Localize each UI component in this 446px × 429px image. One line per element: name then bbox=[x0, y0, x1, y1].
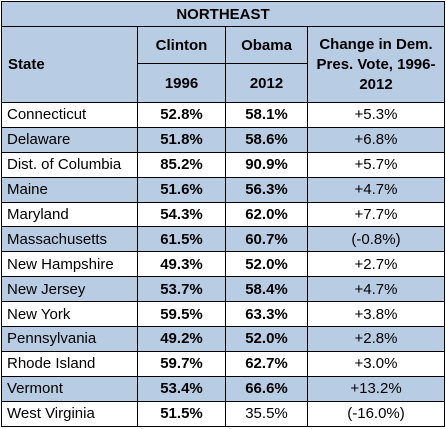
table-row: Pennsylvania 49.2% 52.0% +2.8% bbox=[1, 326, 446, 352]
state-cell: Maryland bbox=[1, 201, 138, 228]
table-row: New Hampshire 49.3% 52.0% +2.7% bbox=[1, 251, 446, 278]
table-row: Maryland 54.3% 62.0% +7.7% bbox=[1, 201, 446, 228]
state-cell: New Hampshire bbox=[1, 251, 138, 278]
clinton-1996-cell: 51.8% bbox=[137, 126, 226, 153]
table-row: New York 59.5% 63.3% +3.8% bbox=[1, 301, 446, 328]
table-row: Vermont 53.4% 66.6% +13.2% bbox=[1, 375, 446, 402]
obama-2012-cell: 58.1% bbox=[225, 102, 308, 128]
clinton-1996-cell: 54.3% bbox=[137, 201, 226, 228]
change-cell: +3.8% bbox=[306, 301, 446, 328]
change-cell: +2.7% bbox=[306, 251, 446, 278]
change-cell: +4.7% bbox=[306, 276, 446, 303]
obama-2012-cell: 58.4% bbox=[225, 276, 308, 303]
change-cell: +5.3% bbox=[306, 102, 446, 128]
obama-2012-cell: 62.7% bbox=[225, 350, 308, 377]
table-title: NORTHEAST bbox=[0, 1, 446, 27]
obama-2012-cell: 52.0% bbox=[225, 251, 308, 278]
state-cell: Massachusetts bbox=[1, 226, 138, 253]
obama-2012-cell: 56.3% bbox=[225, 176, 308, 203]
change-cell: +13.2% bbox=[306, 375, 446, 402]
clinton-1996-cell: 61.5% bbox=[137, 226, 226, 253]
change-column-header: Change in Dem. Pres. Vote, 1996-2012 bbox=[306, 26, 446, 103]
state-cell: Pennsylvania bbox=[1, 326, 138, 352]
change-cell: (-0.8%) bbox=[306, 226, 446, 253]
state-cell: Dist. of Columbia bbox=[1, 151, 138, 178]
state-cell: Rhode Island bbox=[1, 350, 138, 377]
obama-2012-cell: 90.9% bbox=[225, 151, 308, 178]
state-cell: New York bbox=[1, 301, 138, 328]
state-cell: West Virginia bbox=[1, 400, 138, 427]
clinton-1996-cell: 52.8% bbox=[137, 102, 226, 128]
table-row: Connecticut 52.8% 58.1% +5.3% bbox=[1, 102, 446, 128]
change-cell: +7.7% bbox=[306, 201, 446, 228]
state-cell: Vermont bbox=[1, 375, 138, 402]
change-cell: +6.8% bbox=[306, 126, 446, 153]
obama-2012-cell: 35.5% bbox=[225, 400, 308, 427]
change-cell: +3.0% bbox=[306, 350, 446, 377]
change-cell: +4.7% bbox=[306, 176, 446, 203]
clinton-1996-cell: 49.3% bbox=[137, 251, 226, 278]
state-cell: New Jersey bbox=[1, 276, 138, 303]
table-row: Maine 51.6% 56.3% +4.7% bbox=[1, 176, 446, 203]
clinton-1996-cell: 49.2% bbox=[137, 326, 226, 352]
obama-2012-cell: 60.7% bbox=[225, 226, 308, 253]
change-cell: +5.7% bbox=[306, 151, 446, 178]
obama-2012-cell: 63.3% bbox=[225, 301, 308, 328]
clinton-1996-cell: 51.6% bbox=[137, 176, 226, 203]
state-cell: Maine bbox=[1, 176, 138, 203]
change-cell: +2.8% bbox=[306, 326, 446, 352]
clinton-1996-cell: 53.4% bbox=[137, 375, 226, 402]
obama-year-header: 2012 bbox=[225, 63, 308, 103]
clinton-1996-cell: 51.5% bbox=[137, 400, 226, 427]
obama-2012-cell: 52.0% bbox=[225, 326, 308, 352]
table-row: New Jersey 53.7% 58.4% +4.7% bbox=[1, 276, 446, 303]
change-cell: (-16.0%) bbox=[306, 400, 446, 427]
clinton-column-header: Clinton bbox=[137, 26, 226, 64]
clinton-1996-cell: 53.7% bbox=[137, 276, 226, 303]
table-row: Delaware 51.8% 58.6% +6.8% bbox=[1, 126, 446, 153]
obama-2012-cell: 58.6% bbox=[225, 126, 308, 153]
table-row: Dist. of Columbia 85.2% 90.9% +5.7% bbox=[1, 151, 446, 178]
table-row: Rhode Island 59.7% 62.7% +3.0% bbox=[1, 350, 446, 377]
table-body: Connecticut 52.8% 58.1% +5.3% Delaware 51.8% 5… bbox=[1, 102, 446, 427]
state-cell: Connecticut bbox=[1, 102, 138, 128]
state-column-header: State bbox=[1, 26, 138, 103]
obama-2012-cell: 62.0% bbox=[225, 201, 308, 228]
obama-2012-cell: 66.6% bbox=[225, 375, 308, 402]
clinton-1996-cell: 59.7% bbox=[137, 350, 226, 377]
clinton-year-header: 1996 bbox=[137, 63, 226, 103]
table-row: West Virginia 51.5% 35.5% (-16.0%) bbox=[1, 400, 446, 427]
table-row: Massachusetts 61.5% 60.7% (-0.8%) bbox=[1, 226, 446, 253]
clinton-1996-cell: 59.5% bbox=[137, 301, 226, 328]
state-cell: Delaware bbox=[1, 126, 138, 153]
obama-column-header: Obama bbox=[225, 26, 308, 64]
clinton-1996-cell: 85.2% bbox=[137, 151, 226, 178]
